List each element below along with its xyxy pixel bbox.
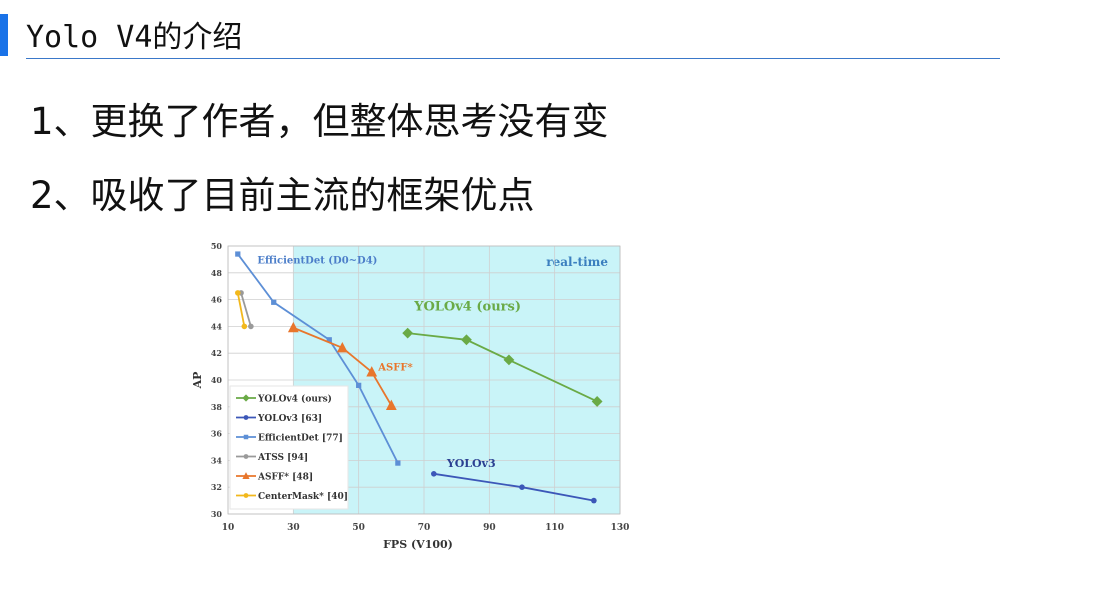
plot-frame xyxy=(227,245,621,515)
data-point xyxy=(385,399,397,410)
data-point xyxy=(519,484,525,490)
data-point xyxy=(271,299,277,305)
data-point xyxy=(356,382,362,388)
y-tick-label: 32 xyxy=(211,482,222,492)
data-point xyxy=(366,366,378,377)
data-point xyxy=(241,323,248,330)
series-line-5 xyxy=(236,292,246,327)
legend-entry: EfficientDet [77] xyxy=(258,434,343,444)
bullet-1: 1、更换了作者，但整体思考没有变 xyxy=(30,100,609,143)
bullet-2: 2、吸收了目前主流的框架优点 xyxy=(30,174,535,217)
legend-box xyxy=(229,385,349,510)
x-tick-label: 130 xyxy=(611,523,630,533)
x-tick-label: 30 xyxy=(287,523,300,533)
series-label: EfficientDet (D0~D4) xyxy=(257,255,377,266)
legend-entry: CenterMask* [40] xyxy=(258,492,348,502)
data-point xyxy=(326,337,332,343)
y-tick-label: 36 xyxy=(211,429,223,439)
yolo-chart: real-time 10 30 50 70 90 110 130 30 32 34 36 38 40 42 4… xyxy=(190,236,635,556)
legend-marker xyxy=(243,454,249,459)
data-point xyxy=(235,290,241,296)
x-tick-label: 10 xyxy=(222,523,235,533)
y-tick-label: 34 xyxy=(211,455,223,465)
data-point xyxy=(287,321,299,333)
y-tick-label: 48 xyxy=(211,268,223,278)
slide-title: Yolo V4的介绍 xyxy=(26,20,243,55)
y-tick-label: 40 xyxy=(211,375,223,385)
legend-entry: YOLOv3 [63] xyxy=(257,414,322,424)
y-tick-label: 42 xyxy=(211,348,222,358)
data-point xyxy=(503,354,515,366)
y-tick-label: 38 xyxy=(211,402,223,412)
title-accent-bar xyxy=(0,14,8,56)
x-axis-label: FPS (V100) xyxy=(383,538,453,551)
data-point xyxy=(431,471,437,477)
data-point xyxy=(461,334,472,346)
series-label: YOLOv3 xyxy=(446,457,496,470)
data-point xyxy=(402,327,414,339)
x-tick-label: 90 xyxy=(483,523,496,533)
y-tick-label: 50 xyxy=(211,241,223,251)
y-tick-label: 44 xyxy=(211,321,223,331)
series-label: ASFF* xyxy=(377,363,413,374)
series-line-4 xyxy=(292,326,393,406)
x-tick-label: 70 xyxy=(418,523,431,533)
series-line-0 xyxy=(407,332,598,403)
legend-entry: ASFF* [48] xyxy=(257,473,313,483)
x-tick-label: 110 xyxy=(545,523,564,533)
y-tick-label: 30 xyxy=(211,509,223,519)
data-point xyxy=(336,341,348,353)
legend-marker xyxy=(243,434,249,440)
legend-marker xyxy=(242,472,250,479)
data-point xyxy=(591,497,597,504)
series-line-3 xyxy=(240,292,252,327)
y-tick-label: 46 xyxy=(211,295,223,305)
realtime-label: real-time xyxy=(546,255,608,269)
data-point xyxy=(395,460,401,466)
legend-entry: YOLOv4 (ours) xyxy=(257,394,332,405)
series-label: YOLOv4 (ours) xyxy=(413,299,521,314)
legend-marker xyxy=(243,415,249,420)
title-divider xyxy=(26,58,1000,59)
y-axis-label: AP xyxy=(191,372,204,390)
legend-marker xyxy=(243,493,249,498)
data-point xyxy=(248,323,254,330)
data-point xyxy=(591,396,603,407)
legend-marker xyxy=(242,394,250,402)
legend-entry: ATSS [94] xyxy=(257,453,308,463)
chart-svg: real-time 10 30 50 70 90 110 130 30 32 34 36 38 40 42 4… xyxy=(191,241,630,551)
data-point xyxy=(235,251,241,257)
x-tick-label: 50 xyxy=(352,523,365,533)
